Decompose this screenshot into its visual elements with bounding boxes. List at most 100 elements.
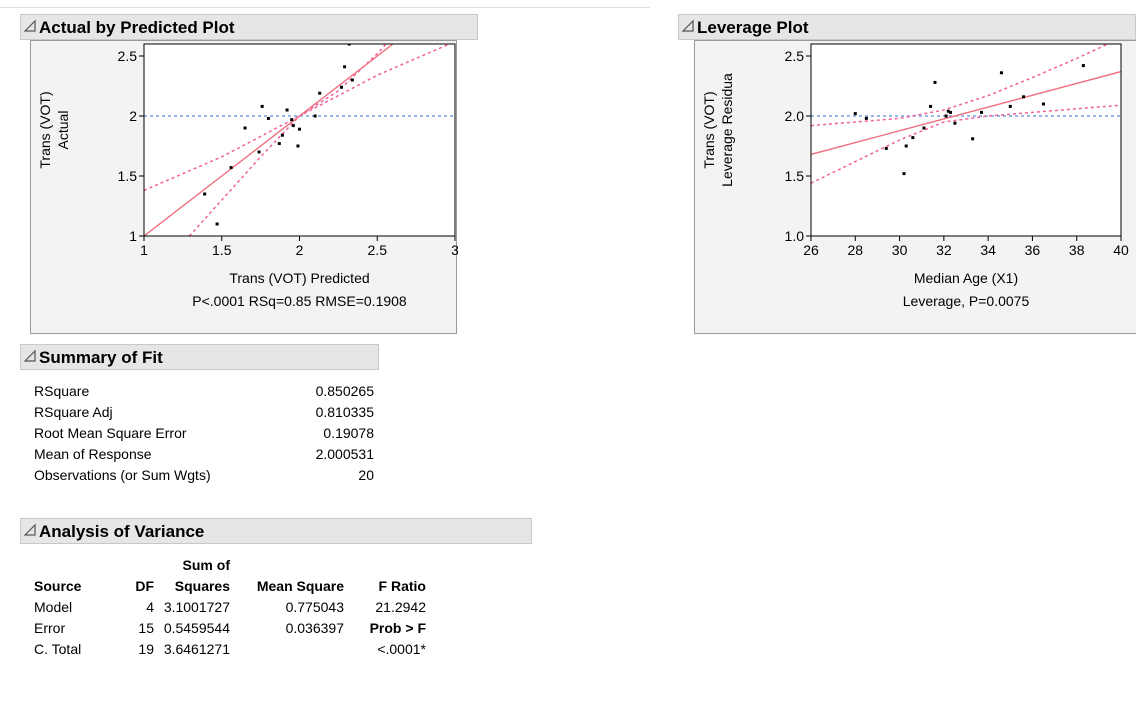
actual-by-predicted-chart[interactable]: 1 1.5 2 2.5 3 1 1.5 2 2.5 Trans (VOT) Predicted P<… bbox=[31, 41, 459, 335]
top-divider bbox=[0, 7, 650, 8]
col-header-source: Source bbox=[34, 577, 82, 594]
fit-row-value: 0.810335 bbox=[315, 403, 374, 420]
x-tick-label: 1.5 bbox=[212, 242, 232, 258]
fit-row: RSquare Adj 0.810335 bbox=[34, 401, 374, 422]
plot-caption: Leverage, P=0.0075 bbox=[903, 293, 1030, 309]
actual-by-predicted-header[interactable]: Actual by Predicted Plot bbox=[20, 14, 478, 40]
data-point bbox=[971, 137, 975, 141]
x-tick-label: 34 bbox=[980, 242, 996, 258]
summary-of-fit-table: RSquare 0.850265 RSquare Adj 0.810335 Root M… bbox=[34, 380, 374, 485]
x-axis-label: Trans (VOT) Predicted bbox=[229, 270, 369, 286]
data-point bbox=[285, 108, 289, 112]
data-point bbox=[949, 110, 952, 114]
anova-mean-square: 0.775043 bbox=[285, 598, 344, 615]
col-header-f-ratio: F Ratio bbox=[378, 577, 426, 594]
fit-row-value: 2.000531 bbox=[315, 445, 374, 462]
data-point bbox=[260, 104, 264, 108]
anova-row: Error 15 0.5459544 0.036397 Prob > F bbox=[34, 617, 426, 638]
data-point bbox=[980, 110, 983, 114]
y-tick-label: 2.5 bbox=[118, 48, 138, 64]
fit-row-label: Root Mean Square Error bbox=[34, 424, 187, 441]
x-tick-label: 26 bbox=[803, 242, 819, 258]
x-tick-label: 2 bbox=[296, 242, 304, 258]
data-point bbox=[1008, 104, 1012, 108]
col-header-squares: Squares bbox=[174, 577, 230, 594]
data-point bbox=[864, 116, 868, 120]
x-axis-label: Median Age (X1) bbox=[914, 270, 1018, 286]
col-header-mean-square: Mean Square bbox=[256, 577, 344, 594]
anova-source: C. Total bbox=[34, 640, 82, 657]
section-title: Leverage Plot bbox=[697, 18, 809, 37]
data-point bbox=[277, 142, 281, 146]
fit-line bbox=[144, 44, 394, 236]
plot-content bbox=[811, 44, 1121, 184]
anova-row: Model 4 3.1001727 0.775043 21.2942 bbox=[34, 596, 426, 617]
x-tick-label: 36 bbox=[1025, 242, 1041, 258]
analysis-of-variance-header[interactable]: Analysis of Variance bbox=[20, 518, 532, 544]
fit-row: RSquare 0.850265 bbox=[34, 380, 374, 401]
anova-header-row: Source DF Squares Mean Square F Ratio bbox=[34, 575, 426, 596]
data-point bbox=[290, 118, 294, 122]
plot-caption: P<.0001 RSq=0.85 RMSE=0.1908 bbox=[192, 293, 407, 309]
x-tick-label: 3 bbox=[451, 242, 458, 258]
col-header-df: DF bbox=[135, 577, 154, 594]
y-axis-label: Trans (VOT) bbox=[701, 91, 717, 168]
summary-of-fit-header[interactable]: Summary of Fit bbox=[20, 344, 379, 370]
data-point bbox=[853, 112, 857, 116]
fit-row: Observations (or Sum Wgts) 20 bbox=[34, 464, 374, 485]
anova-df: 4 bbox=[146, 598, 154, 615]
disclosure-triangle-icon[interactable] bbox=[23, 19, 37, 33]
plot-border bbox=[810, 43, 1122, 237]
confidence-curve-upper bbox=[144, 44, 388, 192]
data-point bbox=[280, 133, 284, 137]
plot-area bbox=[144, 44, 455, 236]
x-tick-label: 32 bbox=[936, 242, 952, 258]
data-point bbox=[922, 126, 926, 130]
data-point bbox=[999, 71, 1003, 75]
fit-row-label: RSquare bbox=[34, 382, 90, 399]
data-point bbox=[946, 109, 950, 113]
y-tick-label: 1.5 bbox=[785, 168, 805, 184]
plot-content bbox=[144, 44, 455, 236]
y-axis-label: Actual bbox=[55, 111, 71, 150]
x-tick-label: 38 bbox=[1069, 242, 1085, 258]
leverage-chart[interactable]: 26 28 30 32 34 36 38 40 1.0 1.5 2.0 2.5 Median Age (… bbox=[695, 41, 1136, 335]
plot-area bbox=[811, 44, 1121, 236]
data-point bbox=[944, 114, 948, 118]
disclosure-triangle-icon[interactable] bbox=[681, 19, 695, 33]
x-tick-label: 28 bbox=[847, 242, 863, 258]
data-point bbox=[902, 172, 906, 176]
anova-sum-squares: 3.6461271 bbox=[163, 640, 230, 657]
y-tick-label: 1.5 bbox=[118, 168, 138, 184]
anova-df: 15 bbox=[138, 619, 154, 636]
data-point bbox=[884, 146, 888, 150]
anova-mean-square: 0.036397 bbox=[285, 619, 344, 636]
data-point bbox=[266, 116, 270, 120]
section-title: Actual by Predicted Plot bbox=[39, 18, 235, 37]
data-point bbox=[904, 144, 908, 148]
disclosure-triangle-icon[interactable] bbox=[23, 349, 37, 363]
fit-row-label: RSquare Adj bbox=[34, 403, 113, 420]
anova-sum-squares: 3.1001727 bbox=[163, 598, 230, 615]
x-tick-label: 30 bbox=[892, 242, 908, 258]
data-point bbox=[911, 136, 915, 140]
data-point bbox=[203, 192, 207, 196]
data-point bbox=[339, 85, 343, 89]
fit-row-value: 0.19078 bbox=[323, 424, 374, 441]
section-title: Analysis of Variance bbox=[39, 522, 205, 541]
fit-row: Mean of Response 2.000531 bbox=[34, 443, 374, 464]
x-tick-label: 2.5 bbox=[368, 242, 388, 258]
fit-line bbox=[811, 70, 1121, 156]
data-point bbox=[343, 65, 347, 69]
y-tick-label: 1 bbox=[129, 228, 137, 244]
disclosure-triangle-icon[interactable] bbox=[23, 523, 37, 537]
anova-mean-square bbox=[230, 638, 344, 659]
anova-source: Error bbox=[34, 619, 66, 636]
anova-df: 19 bbox=[138, 640, 154, 657]
fit-row-value: 0.850265 bbox=[315, 382, 374, 399]
data-point bbox=[350, 78, 354, 82]
leverage-plot-header[interactable]: Leverage Plot bbox=[678, 14, 1136, 40]
sum-of-header: Sum of bbox=[182, 556, 230, 573]
leverage-plot-frame: 26 28 30 32 34 36 38 40 1.0 1.5 2.0 2.5 Median Age (… bbox=[694, 40, 1136, 334]
data-point bbox=[1042, 102, 1045, 106]
